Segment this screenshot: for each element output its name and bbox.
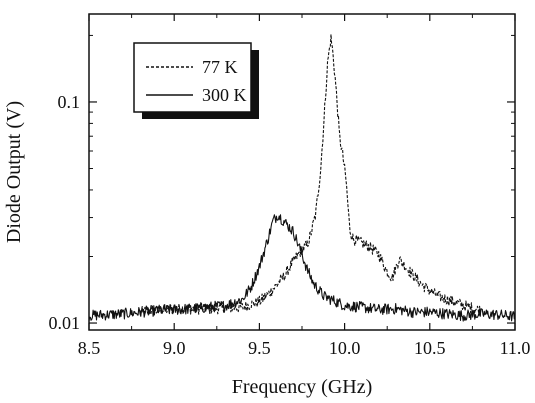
legend-label-300k: 300 K xyxy=(202,85,247,105)
x-tick-label: 9.5 xyxy=(248,338,271,358)
y-tick-label: 0.01 xyxy=(49,313,81,333)
y-axis-label: Diode Output (V) xyxy=(3,101,25,243)
series-line-0 xyxy=(139,33,482,317)
legend-box xyxy=(133,42,252,113)
tick-labels: 8.5 9.0 9.5 10.0 10.5 11.0 0.01 0.1 xyxy=(49,92,531,358)
data-point xyxy=(421,284,422,285)
legend: 77 K 300 K xyxy=(133,42,259,119)
data-point xyxy=(361,307,362,308)
series-1 xyxy=(88,214,516,322)
data-point xyxy=(378,309,379,310)
data-point xyxy=(278,214,279,215)
data-point xyxy=(284,274,285,275)
x-tick-label: 11.0 xyxy=(500,338,531,358)
series-line-1 xyxy=(88,214,516,322)
legend-label-77k: 77 K xyxy=(202,57,238,77)
axis-ticks xyxy=(88,14,516,330)
series-0 xyxy=(139,33,482,317)
x-axis-label: Frequency (GHz) xyxy=(232,376,373,398)
x-tick-label: 8.5 xyxy=(78,338,101,358)
y-tick-label: 0.1 xyxy=(58,92,81,112)
x-tick-label: 9.0 xyxy=(163,338,186,358)
x-tick-label: 10.0 xyxy=(329,338,361,358)
x-tick-label: 10.5 xyxy=(414,338,446,358)
series-layer xyxy=(88,33,516,322)
data-point xyxy=(88,315,89,316)
